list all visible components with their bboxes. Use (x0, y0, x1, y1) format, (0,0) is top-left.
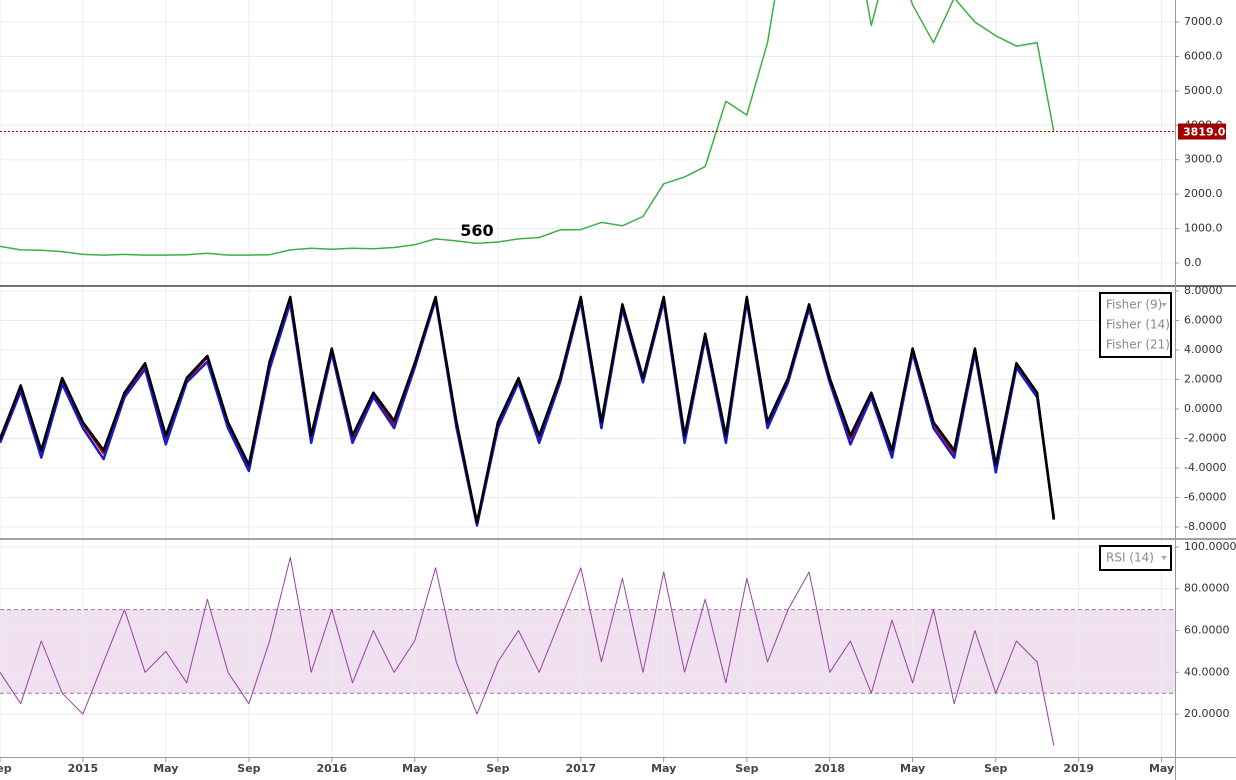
legend-box (1099, 292, 1172, 358)
rsi-band (0, 609, 1175, 694)
x-tick-label: May (402, 762, 427, 775)
y-tick-label: 20.0000 (1184, 707, 1230, 720)
y-tick-label: 5000.0 (1184, 84, 1223, 97)
y-tick-label: 80.0000 (1184, 582, 1230, 595)
y-tick-label: 2.0000 (1184, 372, 1223, 385)
y-tick-label: 7000.0 (1184, 15, 1223, 28)
panel (0, 0, 1175, 285)
x-tick-label: May (1149, 762, 1174, 775)
y-tick-label: -6.0000 (1184, 490, 1226, 503)
y-tick-label: 2000.0 (1184, 187, 1223, 200)
x-tick-label: Sep (735, 762, 758, 775)
x-tick-label: 2018 (814, 762, 845, 775)
x-tick-label: 2015 (68, 762, 99, 775)
x-tick-label: May (651, 762, 676, 775)
y-tick-label: 1000.0 (1184, 222, 1223, 235)
y-tick-label: 6000.0 (1184, 49, 1223, 62)
x-tick-label: May (900, 762, 925, 775)
panel (0, 540, 1175, 757)
x-tick-label: Sep (0, 762, 12, 775)
x-tick-label: 2019 (1063, 762, 1094, 775)
x-tick-label: Sep (237, 762, 260, 775)
y-tick-label: 100.0000 (1184, 540, 1236, 553)
y-tick-label: 8.0000 (1184, 284, 1223, 297)
series-line (0, 0, 1055, 256)
y-tick-label: 0.0 (1184, 256, 1202, 269)
x-tick-label: 2016 (317, 762, 348, 775)
x-tick-label: Sep (984, 762, 1007, 775)
y-tick-label: -2.0000 (1184, 431, 1226, 444)
legend-entry: Fisher (14) (1106, 318, 1170, 332)
y-tick-label: -4.0000 (1184, 461, 1226, 474)
legend-entry: RSI (14) (1106, 551, 1154, 565)
y-tick-label: 0.0000 (1184, 402, 1223, 415)
last-price-box (1178, 123, 1226, 140)
series-line (0, 556, 1055, 746)
panel (0, 287, 1175, 538)
legend-entry: Fisher (21) (1106, 338, 1170, 352)
legend-arrow (1161, 556, 1167, 560)
annotation: 560 (460, 221, 493, 240)
x-tick-label: May (153, 762, 178, 775)
last-price-label: 3819.0 (1183, 126, 1226, 139)
y-tick-label: 60.0000 (1184, 624, 1230, 637)
y-tick-label: 40.0000 (1184, 665, 1230, 678)
series-line (0, 298, 1056, 527)
legend-entry: Fisher (9) (1106, 298, 1162, 312)
y-tick-label: -8.0000 (1184, 520, 1226, 533)
legend-arrow (1161, 303, 1167, 307)
x-tick-label: Sep (486, 762, 509, 775)
x-tick-label: 2017 (565, 762, 596, 775)
y-tick-label: 4.0000 (1184, 343, 1223, 356)
series-line (0, 295, 1056, 524)
y-tick-label: 3000.0 (1184, 153, 1223, 166)
y-tick-label: 6.0000 (1184, 313, 1223, 326)
legend-box (1099, 545, 1172, 571)
